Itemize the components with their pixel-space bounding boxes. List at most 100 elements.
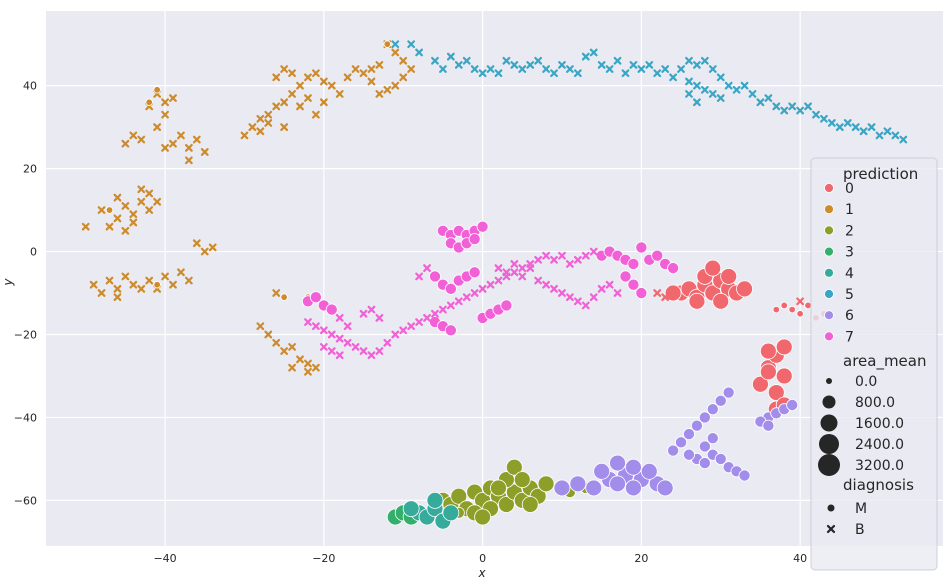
data-point-x (391, 330, 400, 339)
data-point-x (589, 48, 598, 57)
y-tick-label: −20 (14, 328, 37, 341)
data-point-circle (667, 262, 680, 275)
data-point-x (137, 197, 146, 206)
data-point-x (867, 123, 876, 132)
data-point-x (716, 73, 725, 82)
legend-hue-label: 7 (845, 329, 854, 345)
data-point-x (399, 326, 408, 335)
data-point-x (685, 77, 693, 86)
data-point-circle (712, 292, 730, 310)
legend-hue-marker (824, 225, 834, 236)
data-point-x (161, 110, 169, 119)
data-point-x (161, 272, 169, 281)
data-point-circle (500, 299, 513, 312)
data-point-x (708, 90, 717, 98)
data-point-circle (720, 268, 738, 285)
data-point-circle (706, 432, 719, 445)
data-point-x (573, 297, 582, 306)
data-point-x (335, 313, 344, 322)
data-point-x (526, 61, 535, 69)
data-point-x (113, 293, 122, 302)
data-point-x (383, 85, 392, 94)
data-point-circle (505, 458, 523, 476)
data-point-x (439, 65, 447, 73)
data-point-x (796, 297, 805, 306)
data-point-x (518, 272, 527, 281)
data-point-x (153, 197, 162, 206)
legend-style-label: B (855, 522, 865, 538)
data-point-x (510, 268, 519, 277)
data-point-x (573, 69, 582, 78)
data-point-x (423, 313, 431, 322)
data-point-x (304, 318, 312, 326)
data-point-x (391, 40, 400, 49)
data-point-x (558, 251, 566, 260)
data-point-circle (609, 475, 626, 493)
x-tick-label: −20 (312, 552, 335, 565)
data-point-circle (667, 444, 680, 457)
legend: prediction 0 1 2 3 4 5 6 7 area_mean 0.0 800.0 16… (810, 157, 938, 571)
data-point-x (367, 65, 376, 73)
data-point-x (343, 322, 352, 331)
data-point-x (272, 338, 281, 347)
data-point-x (391, 81, 400, 90)
data-point-circle (704, 259, 722, 277)
legend-box (810, 157, 938, 571)
legend-style-marker (827, 504, 835, 512)
legend-hue-marker (824, 267, 834, 278)
data-point-circle (714, 394, 727, 407)
data-point-x (280, 65, 289, 73)
legend-style-title: diagnosis (843, 476, 914, 494)
y-tick-label: 0 (30, 246, 37, 259)
data-point-x (169, 94, 177, 102)
data-point-circle (105, 206, 114, 214)
data-point-circle (664, 284, 682, 302)
data-point-circle (280, 293, 288, 301)
y-axis-label: y (1, 278, 15, 287)
data-point-x (550, 255, 558, 264)
data-point-x (335, 334, 344, 343)
data-point-x (724, 81, 733, 90)
data-point-x (296, 102, 304, 111)
data-point-x (311, 363, 320, 372)
data-point-x (685, 56, 693, 65)
data-point-circle (609, 454, 626, 472)
data-point-circle (444, 282, 457, 295)
data-point-x (335, 90, 344, 98)
legend-hue-label: 3 (845, 245, 854, 261)
data-point-circle (153, 86, 161, 94)
legend-hue-marker (824, 183, 834, 193)
data-point-x (550, 284, 558, 293)
data-point-circle (153, 281, 161, 289)
data-point-x (264, 110, 273, 119)
data-point-circle (325, 303, 338, 316)
data-point-x (407, 322, 416, 331)
data-point-x (129, 131, 138, 140)
data-point-circle (759, 342, 777, 360)
x-tick-label: 20 (634, 552, 648, 565)
data-point-circle (682, 428, 695, 441)
data-point-circle (736, 280, 753, 298)
data-point-x (359, 69, 368, 78)
data-point-x (367, 305, 376, 314)
data-point-x (280, 98, 289, 107)
data-point-x (899, 135, 908, 144)
data-point-x (708, 65, 717, 73)
legend-hue-label: 0 (845, 181, 854, 197)
data-point-x (566, 65, 574, 73)
data-point-circle (690, 419, 703, 432)
data-point-x (693, 81, 701, 90)
data-point-x (121, 272, 130, 281)
data-point-x (121, 139, 130, 148)
data-point-x (510, 260, 519, 268)
data-point-x (693, 98, 701, 107)
data-point-x (581, 251, 590, 260)
data-point-x (693, 61, 701, 69)
data-point-x (510, 61, 519, 69)
data-point-x (415, 272, 423, 281)
data-point-circle (775, 367, 793, 385)
data-point-x (145, 276, 154, 285)
data-point-circle (593, 462, 611, 480)
data-point-circle (625, 458, 642, 476)
